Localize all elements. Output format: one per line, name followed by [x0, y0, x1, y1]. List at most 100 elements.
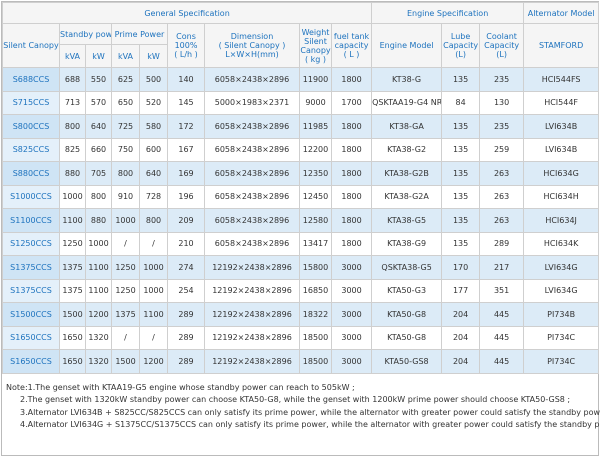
table-cell: /: [139, 231, 168, 256]
table-cell: 640: [85, 114, 112, 139]
table-cell: 1375: [59, 278, 86, 303]
table-row: S1375CCS 1375 1100 1250 1000 254 12192×2438×28…: [2, 278, 600, 303]
table-cell: 3000: [330, 255, 373, 280]
table-cell: 18500: [299, 349, 332, 374]
table-cell: 688: [59, 67, 86, 92]
table-cell: 12580: [299, 208, 332, 233]
table-cell: 1000: [111, 208, 140, 233]
model-cell: S1500CCS: [2, 302, 60, 327]
table-cell: 351: [479, 278, 525, 303]
table-cell: 800: [59, 114, 86, 139]
table-cell: 1200: [85, 302, 112, 327]
table-cell: KT38-GA: [371, 114, 443, 139]
table-cell: 520: [139, 90, 168, 115]
model-cell: S1250CCS: [2, 231, 60, 256]
table-cell: 6058×2438×2896: [204, 231, 300, 256]
table-cell: 217: [479, 255, 525, 280]
table-cell: 1800: [330, 137, 373, 162]
table-cell: 6058×2438×2896: [204, 137, 300, 162]
table-cell: KT38-G: [371, 67, 443, 92]
table-cell: 1100: [85, 278, 112, 303]
table-cell: 169: [167, 161, 205, 186]
model-cell: S880CCS: [2, 161, 60, 186]
table-cell: 1250: [111, 278, 140, 303]
group-header: General Specification: [1, 2, 373, 24]
table-cell: 445: [479, 349, 525, 374]
table-row: S825CCS 825 660 750 600 167 6058×2438×2896 1220…: [2, 137, 600, 162]
table-cell: 135: [441, 137, 481, 162]
header-line: ( L/h ): [174, 50, 198, 59]
table-cell: 263: [479, 184, 525, 209]
table-cell: 135: [441, 184, 481, 209]
table-cell: 289: [167, 325, 205, 350]
table-cell: 728: [139, 184, 168, 209]
table-row: S1500CCS 1500 1200 1375 1100 289 12192×2438×28…: [2, 302, 600, 327]
header-line: Lube: [450, 32, 471, 41]
header-line: Dimension: [230, 32, 274, 41]
table-cell: 3000: [330, 349, 373, 374]
table-cell: 800: [139, 208, 168, 233]
table-cell: KTA50-GS8: [371, 349, 443, 374]
table-cell: 167: [167, 137, 205, 162]
table-cell: 12450: [299, 184, 332, 209]
table-cell: 12192×2438×2896: [204, 325, 300, 350]
model-cell: S1375CCS: [2, 255, 60, 280]
column-header: Silent Canopy: [2, 23, 60, 68]
table-cell: KTA38-G5: [371, 208, 443, 233]
table-cell: 750: [111, 137, 140, 162]
table-cell: 445: [479, 302, 525, 327]
table-cell: 13417: [299, 231, 332, 256]
table-cell: 259: [479, 137, 525, 162]
table-row: S715CCS 713 570 650 520 145 5000×1983×2371 9000…: [2, 90, 600, 115]
column-header: Cons 100%( L/h ): [167, 23, 205, 68]
table-cell: 204: [441, 349, 481, 374]
note-line: 3.Alternator LVI634B + S825CC/S825CCS ca…: [20, 407, 600, 417]
table-cell: 725: [111, 114, 140, 139]
table-cell: QSKTA38-G5: [371, 255, 443, 280]
table-cell: 800: [111, 161, 140, 186]
table-cell: 263: [479, 161, 525, 186]
table-cell: 1800: [330, 114, 373, 139]
table-cell: KTA50-G8: [371, 302, 443, 327]
table-cell: 880: [59, 161, 86, 186]
model-cell: S715CCS: [2, 90, 60, 115]
table-cell: HCI634J: [523, 208, 600, 233]
header-line: capacity: [334, 41, 369, 50]
table-cell: 705: [85, 161, 112, 186]
column-header: Standby power: [59, 23, 112, 45]
table-cell: PI734C: [523, 325, 600, 350]
table-cell: 910: [111, 184, 140, 209]
table-cell: 130: [479, 90, 525, 115]
model-cell: S800CCS: [2, 114, 60, 139]
table-cell: 1800: [330, 208, 373, 233]
header-line: Canopy: [300, 45, 331, 55]
column-header: STAMFORD: [523, 23, 600, 68]
table-cell: 6058×2438×2896: [204, 161, 300, 186]
table-cell: 289: [479, 231, 525, 256]
table-cell: LVI634B: [523, 137, 600, 162]
table-cell: 600: [139, 137, 168, 162]
header-line: (L): [496, 50, 507, 59]
table-cell: 660: [85, 137, 112, 162]
table-row: S880CCS 880 705 800 640 169 6058×2438×2896 1235…: [2, 161, 600, 186]
table-cell: QSKTAA19-G4 NR2: [371, 90, 443, 115]
table-cell: HCI634G: [523, 161, 600, 186]
table-cell: 3000: [330, 278, 373, 303]
header-line: Capacity: [443, 41, 479, 50]
table-cell: 580: [139, 114, 168, 139]
header-row: kVA kW kVA kW: [3, 44, 599, 68]
header-line: ( Silent Canopy ): [218, 41, 286, 50]
table-body: S688CCS 688 550 625 500 140 6058×2438×2896 1190…: [2, 67, 600, 374]
table-cell: HCI634K: [523, 231, 600, 256]
table-cell: 6058×2438×2896: [204, 184, 300, 209]
table-cell: 289: [167, 349, 205, 374]
table-cell: 1650: [59, 349, 86, 374]
column-header: Prime Power: [111, 23, 168, 45]
table-cell: /: [111, 325, 140, 350]
table-cell: 3000: [330, 325, 373, 350]
table-cell: 15800: [299, 255, 332, 280]
table-cell: 12192×2438×2896: [204, 349, 300, 374]
model-cell: S688CCS: [2, 67, 60, 92]
